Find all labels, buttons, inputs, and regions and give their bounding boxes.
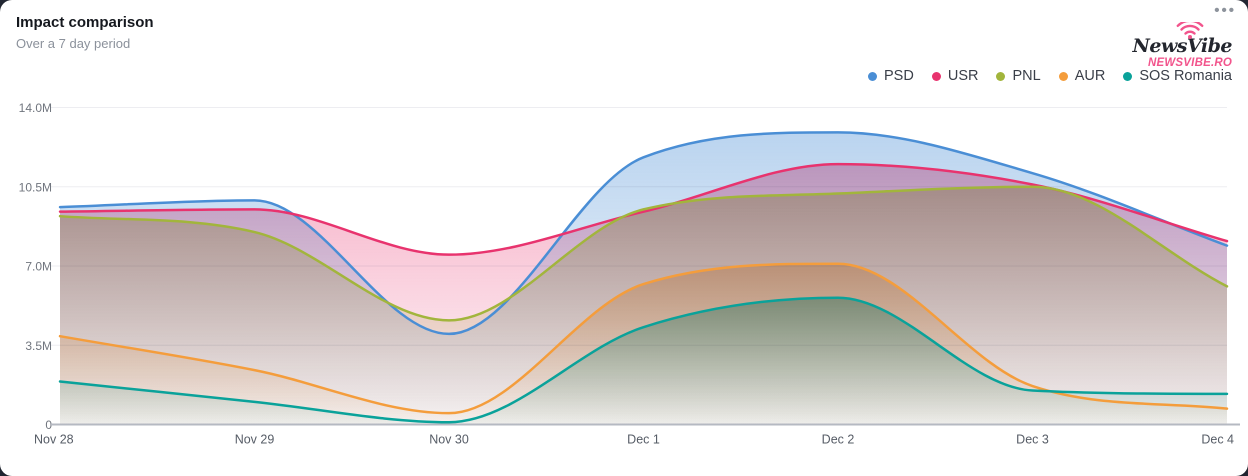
legend-item-psd[interactable]: PSD xyxy=(868,68,914,84)
newsvibe-logo: NewsVibe NEWSVIBE.RO xyxy=(1132,22,1232,70)
line-aur xyxy=(58,262,1229,415)
legend-item-pnl[interactable]: PNL xyxy=(996,68,1041,84)
line-pnl xyxy=(58,185,1229,322)
logo-domain: NEWSVIBE.RO xyxy=(1148,57,1232,69)
x-axis-tick-label: Nov 28 xyxy=(34,433,74,447)
page-subtitle: Over a 7 day period xyxy=(16,36,131,51)
x-axis-tick-label: Dec 4 xyxy=(1201,433,1234,447)
legend-item-usr[interactable]: USR xyxy=(931,68,979,84)
legend-dot-icon xyxy=(931,71,941,81)
x-axis-tick-label: Nov 30 xyxy=(429,433,469,447)
area-sos-romania xyxy=(60,297,1227,425)
x-axis-tick-label: Dec 1 xyxy=(627,433,660,447)
y-axis-tick-label: 0 xyxy=(45,418,52,432)
x-axis-tick-label: Dec 2 xyxy=(822,433,855,447)
x-axis-tick-label: Nov 29 xyxy=(235,433,275,447)
y-axis-tick-label: 14.0M xyxy=(19,101,52,115)
legend-item-sos-romania[interactable]: SOS Romania xyxy=(1123,68,1232,84)
line-psd xyxy=(58,131,1229,336)
impact-chart[interactable]: 0 3.5M 7.0M 10.5M 14.0M Nov 28 Nov 29 Nov 30 Dec… xyxy=(0,96,1248,456)
logo-wordmark: NewsVibe xyxy=(1132,35,1232,57)
legend-label: SOS Romania xyxy=(1139,68,1232,84)
legend-dot-icon xyxy=(1123,71,1133,81)
y-axis-tick-label: 7.0M xyxy=(25,260,52,274)
legend-dot-icon xyxy=(868,71,878,81)
legend-dot-icon xyxy=(1058,71,1068,81)
legend-item-aur[interactable]: AUR xyxy=(1058,68,1106,84)
x-axis-tick-label: Dec 3 xyxy=(1016,433,1049,447)
chart-legend: PSD USR PNL AUR SOS Romania xyxy=(868,68,1232,84)
legend-label: USR xyxy=(947,68,979,84)
wifi-signal-icon xyxy=(1176,22,1204,39)
legend-dot-icon xyxy=(996,71,1006,81)
legend-label: PSD xyxy=(884,68,914,84)
line-usr xyxy=(58,162,1229,256)
legend-label: PNL xyxy=(1012,68,1041,84)
legend-label: AUR xyxy=(1074,68,1106,84)
line-sos-romania xyxy=(58,296,1229,424)
page-title: Impact comparison xyxy=(16,14,154,31)
y-axis-tick-label: 3.5M xyxy=(25,339,52,353)
ellipsis-menu-icon[interactable]: ••• xyxy=(1214,2,1236,19)
chart-canvas[interactable]: 0 3.5M 7.0M 10.5M 14.0M Nov 28 Nov 29 Nov 30 Dec… xyxy=(0,96,1248,456)
y-axis-tick-label: 10.5M xyxy=(19,180,52,194)
